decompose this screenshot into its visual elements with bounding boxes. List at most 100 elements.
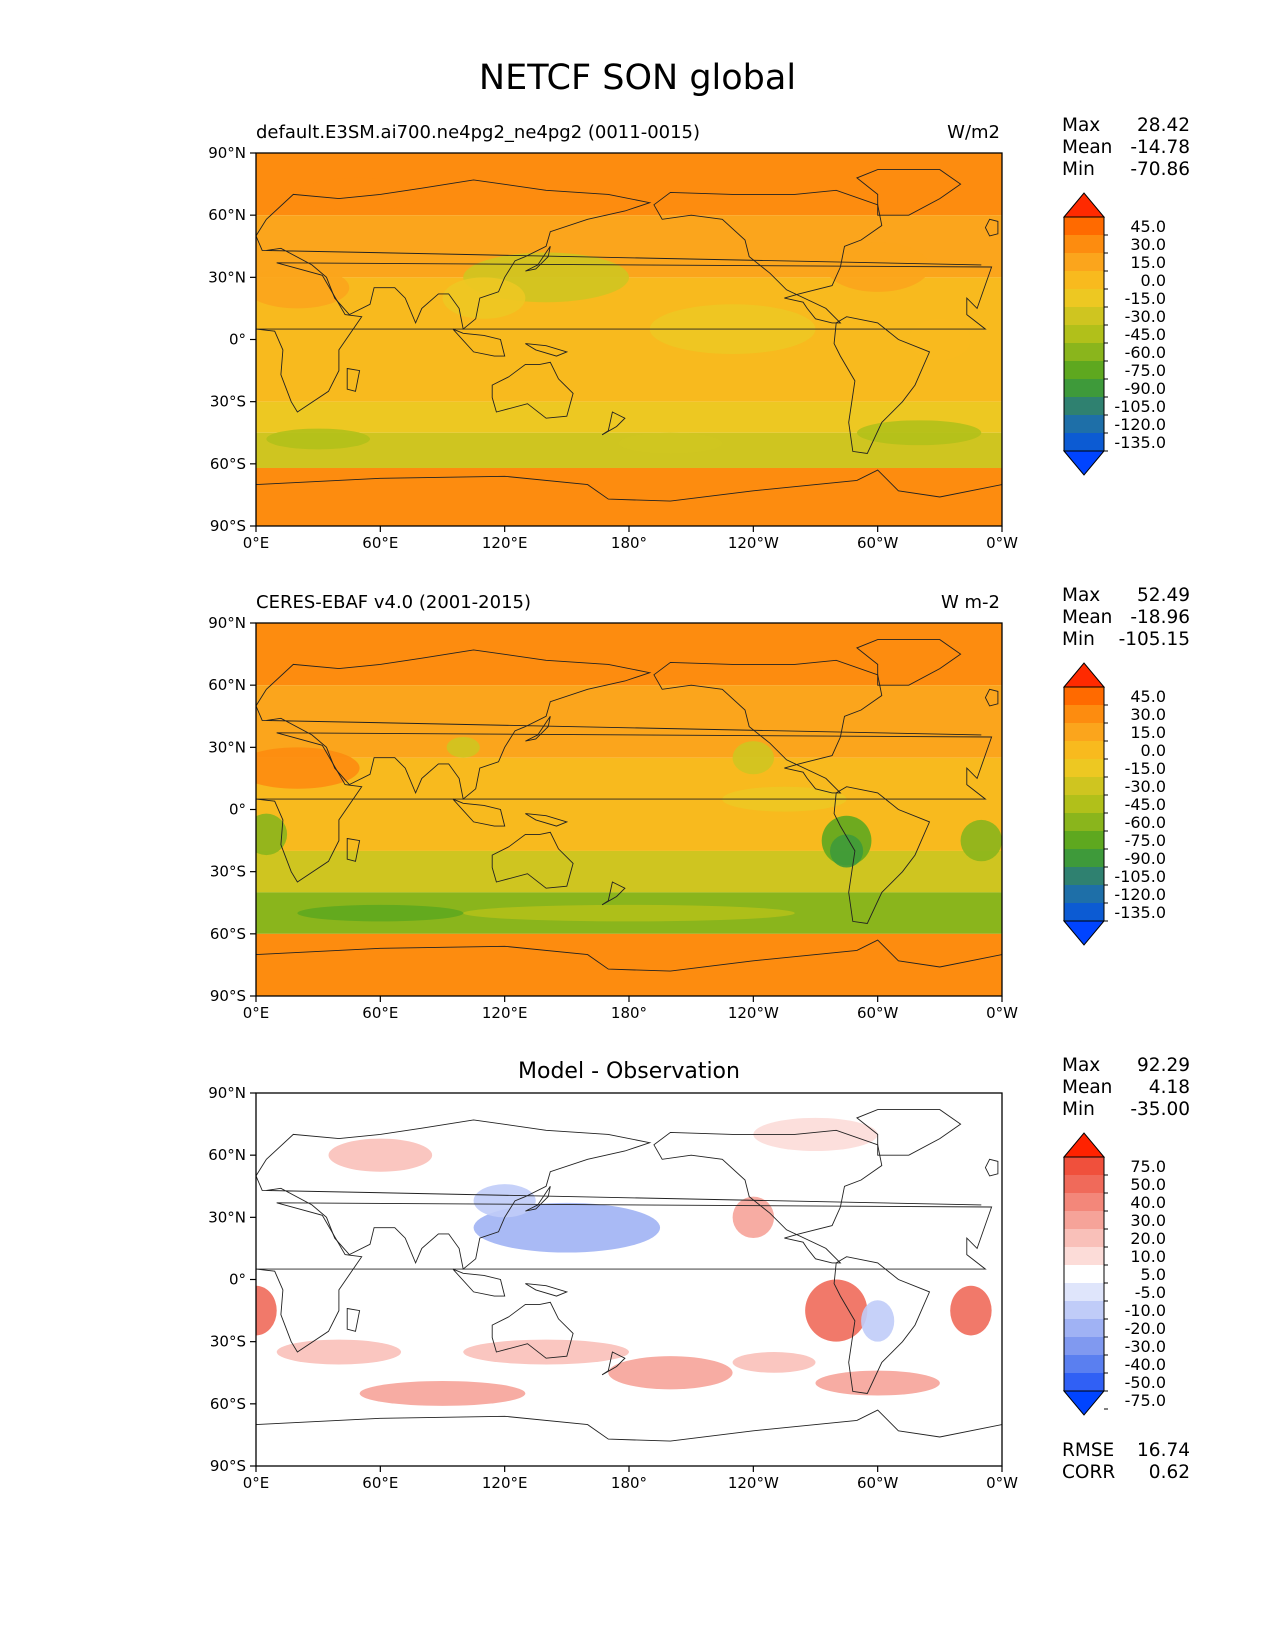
coastline <box>491 1301 574 1359</box>
lon-tick-label: 120°W <box>728 534 779 552</box>
coastline <box>525 716 551 742</box>
colorbar-segment <box>1064 1229 1104 1247</box>
lat-tick-label: 90°S <box>210 1457 246 1475</box>
coastline <box>653 659 883 794</box>
panel-units: W m-2 <box>940 592 1000 613</box>
field-band <box>256 623 1002 686</box>
colorbar-segment <box>1064 361 1104 379</box>
coastline <box>256 469 1002 526</box>
field-contour <box>297 904 464 922</box>
colorbar-level-label: 20.0 <box>1130 1229 1166 1248</box>
field-contour <box>297 177 422 212</box>
field-contour <box>618 432 723 454</box>
coastline <box>601 1351 626 1376</box>
colorbar-segment <box>1064 1175 1104 1193</box>
coastline <box>346 1307 361 1332</box>
lon-tick-label: 0°E <box>243 1004 270 1022</box>
stat-value: -35.00 <box>1130 1099 1190 1120</box>
coastline <box>452 328 506 357</box>
colorbar-level-label: -105.0 <box>1114 397 1166 416</box>
lat-tick-label: 90°S <box>210 987 246 1005</box>
field-contour <box>276 1339 402 1365</box>
field-layer <box>256 623 1002 996</box>
stat-max: Max 28.42 <box>1062 115 1190 137</box>
metric-rmse: RMSE 16.74 <box>1062 1440 1190 1462</box>
colorbar-level-label: -20.0 <box>1125 1319 1166 1338</box>
coastline <box>256 1119 982 1270</box>
colorbar-segment <box>1064 723 1104 741</box>
field-contour <box>256 747 360 789</box>
colorbar-segment <box>1064 217 1104 235</box>
lon-tick-label: 180° <box>611 1004 647 1022</box>
colorbar-level-label: -30.0 <box>1125 1337 1166 1356</box>
field-contour <box>463 1339 629 1365</box>
lat-tick-label: 60°N <box>208 1146 246 1164</box>
colorbar-segment <box>1064 795 1104 813</box>
colorbar-level-label: 30.0 <box>1130 235 1166 254</box>
colorbar-segment <box>1064 777 1104 795</box>
colorbar-extend-min <box>1062 450 1106 476</box>
model-panel: default.E3SM.ai700.ne4pg2_ne4pg2 (0011-0… <box>0 115 1275 585</box>
colorbar-level-label: -15.0 <box>1125 759 1166 778</box>
coastline <box>256 179 982 330</box>
lat-tick-label: 60°S <box>210 925 246 943</box>
field-contour <box>463 904 795 922</box>
field-contour <box>473 1202 661 1253</box>
field-layer <box>256 1093 1002 1466</box>
coastline <box>856 169 962 216</box>
colorbar-extend-min <box>1062 920 1106 946</box>
difference-panel: Model - Observation 90°N 60°N 30°N 0° 30°S 60… <box>0 1055 1275 1525</box>
coastline <box>256 649 982 800</box>
colorbar-frame <box>1063 216 1105 452</box>
stat-max: Max 92.29 <box>1062 1055 1190 1077</box>
stat-value: 92.29 <box>1137 1055 1190 1076</box>
coastline <box>525 1186 551 1212</box>
colorbar-level-label: -50.0 <box>1125 1373 1166 1392</box>
colorbar-segment <box>1064 831 1104 849</box>
lon-tick-label: 120°W <box>728 1004 779 1022</box>
lat-tick-label: 30°S <box>210 393 246 411</box>
stat-label: Min <box>1062 1099 1095 1120</box>
colorbar-segment <box>1064 759 1104 777</box>
field-contour <box>815 1370 940 1396</box>
coastline <box>346 367 361 392</box>
colorbar-level-label: 30.0 <box>1130 1211 1166 1230</box>
stat-label: Min <box>1062 629 1095 650</box>
colorbar-level-label: -135.0 <box>1114 903 1166 922</box>
lat-tick-label: 60°N <box>208 206 246 224</box>
colorbar-level-label: 30.0 <box>1130 705 1166 724</box>
coastline <box>452 1268 506 1297</box>
lon-tick-label: 120°E <box>482 1004 528 1022</box>
colorbar-level-label: -30.0 <box>1125 777 1166 796</box>
coastline <box>833 786 931 924</box>
field-contour <box>732 1352 816 1373</box>
coastline <box>525 246 551 272</box>
field-layer <box>256 153 1002 526</box>
coastline <box>984 1158 999 1177</box>
field-contour <box>732 1196 775 1239</box>
colorbar: 45.030.015.00.0-15.0-30.0-45.0-60.0-75.0… <box>1062 662 1166 946</box>
field-contour <box>328 1138 433 1172</box>
colorbar-level-label: 15.0 <box>1130 253 1166 272</box>
colorbar-level-label: 5.0 <box>1141 1265 1166 1284</box>
colorbar: 75.050.040.030.020.010.05.0-5.0-10.0-20.… <box>1062 1132 1166 1416</box>
colorbar-level-label: -15.0 <box>1125 289 1166 308</box>
colorbar-segment <box>1064 1301 1104 1319</box>
lat-tick-label: 0° <box>229 801 246 819</box>
colorbar-segment <box>1064 903 1104 921</box>
figure-title: NETCF SON global <box>478 58 797 98</box>
lat-tick-label: 30°S <box>210 1333 246 1351</box>
coastline <box>856 639 962 686</box>
observation-panel: CERES-EBAF v4.0 (2001-2015) W m-2 90°N 60… <box>0 585 1275 1055</box>
colorbar-level-label: -120.0 <box>1114 885 1166 904</box>
stats-box: Max 92.29 Mean 4.18 Min -35.00 <box>1062 1055 1190 1121</box>
metric-corr: CORR 0.62 <box>1062 1462 1190 1484</box>
colorbar-level-label: -120.0 <box>1114 415 1166 434</box>
colorbar-level-label: -30.0 <box>1125 307 1166 326</box>
colorbar-segment <box>1064 289 1104 307</box>
colorbar-segment <box>1064 325 1104 343</box>
colorbar-level-label: 45.0 <box>1130 687 1166 706</box>
coastline <box>856 1109 962 1156</box>
field-contour <box>608 1356 733 1390</box>
stat-mean: Mean -14.78 <box>1062 137 1190 159</box>
